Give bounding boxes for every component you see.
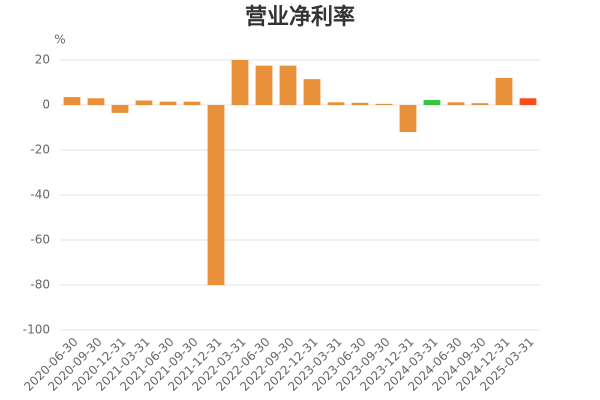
bar [207, 105, 225, 285]
bar [231, 60, 249, 105]
y-tick-label: -40 [30, 188, 50, 202]
bar [183, 101, 201, 105]
bar [279, 65, 297, 105]
y-unit: % [54, 33, 65, 47]
bar [135, 100, 153, 105]
y-tick-label: -80 [30, 278, 50, 292]
bar [495, 78, 513, 105]
chart-title: 营业净利率 [245, 4, 355, 30]
bar [327, 102, 345, 105]
bar [399, 105, 417, 132]
bar [423, 100, 441, 105]
bar [111, 105, 129, 113]
bar [255, 65, 273, 105]
bar [519, 98, 537, 105]
bar [303, 79, 321, 105]
bar [159, 101, 177, 105]
y-tick-label: -20 [30, 143, 50, 157]
y-tick-label: -100 [23, 323, 50, 337]
y-tick-label: -60 [30, 233, 50, 247]
y-tick-label: 20 [35, 53, 50, 67]
bar [447, 102, 465, 105]
bar [351, 102, 369, 105]
bar [63, 97, 81, 105]
y-tick-label: 0 [42, 98, 50, 112]
bar [471, 103, 489, 105]
bar [87, 98, 105, 105]
bar [375, 103, 393, 105]
